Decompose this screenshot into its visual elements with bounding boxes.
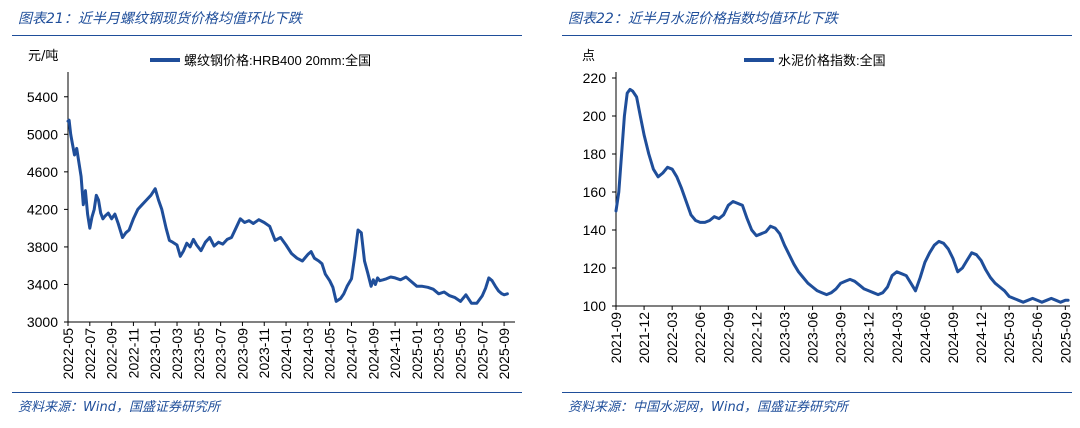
series-line [66,118,509,305]
x-tick-label: 2022-12 [748,312,764,364]
figure-title: 图表21：近半月螺纹钢现货价格均值环比下跌 [18,11,302,27]
y-tick-label: 5000 [27,126,58,142]
x-tick-label: 2024-07 [343,328,359,380]
x-tick-label: 2025-06 [1029,312,1045,364]
x-tick-label: 2023-09 [234,328,250,380]
x-tick-label: 2025-03 [1001,312,1017,364]
title-divider [562,35,1072,36]
y-tick-label: 3800 [27,239,58,255]
x-tick-label: 2024-01 [278,328,294,380]
x-tick-label: 2024-09 [945,312,961,364]
figure-title: 图表22：近半月水泥价格指数均值环比下跌 [568,11,838,27]
source-divider [12,392,522,393]
x-tick-label: 2025-03 [431,328,447,380]
x-tick-label: 2024-11 [387,328,403,379]
y-unit-label: 元/吨 [28,49,59,64]
x-tick-label: 2023-12 [861,312,877,364]
cement-index-panel: 图表22：近半月水泥价格指数均值环比下跌 点 水泥价格指数:全国 100 120 14… [550,0,1080,428]
x-tick-label: 2024-03 [889,312,905,364]
source-note: 资料来源：中国水泥网，Wind，国盛证券研究所 [568,400,848,415]
y-tick-label: 4200 [27,201,58,217]
y-tick-label: 3000 [27,314,58,330]
x-tick-label: 2025-07 [474,328,490,380]
x-tick-label: 2022-11 [125,328,141,379]
y-tick-label: 3400 [27,276,58,292]
x-tick-label: 2025-09 [496,328,512,380]
x-tick-label: 2022-03 [664,312,680,364]
source-divider [562,392,1072,393]
x-tick-label: 2022-09 [720,312,736,364]
steel-price-panel: 图表21：近半月螺纹钢现货价格均值环比下跌 元/吨 螺纹钢价格:HRB400 2… [0,0,530,428]
x-tick-label: 2023-03 [169,328,185,380]
series-line [614,87,1070,304]
y-tick-label: 160 [583,184,607,200]
x-tick-label: 2022-09 [104,328,120,380]
x-tick-label: 2022-06 [692,312,708,364]
legend: 水泥价格指数:全国 [744,53,886,68]
x-tick-label: 2023-03 [776,312,792,364]
y-tick-label: 140 [583,222,607,238]
x-tick-label: 2024-05 [322,328,338,380]
legend-label: 螺纹钢价格:HRB400 20mm:全国 [184,53,371,68]
x-tick-label: 2025-01 [409,328,425,380]
y-tick-label: 4600 [27,164,58,180]
y-tick-label: 200 [583,108,607,124]
x-tick-label: 2023-01 [147,328,163,380]
x-tick-label: 2021-12 [636,312,652,364]
legend-label: 水泥价格指数:全国 [778,53,886,68]
x-tick-label: 2023-05 [191,328,207,380]
x-tick-label: 2024-09 [365,328,381,380]
y-tick-label: 220 [583,70,607,86]
x-tick-label: 2024-03 [300,328,316,380]
y-tick-label: 120 [583,260,607,276]
y-tick-label: 180 [583,146,607,162]
cement-index-chart: 水泥价格指数:全国 100 120 140 160 180 200 220 2021-09 202… [583,53,1074,364]
x-tick-label: 2025-05 [452,328,468,380]
steel-price-chart: 螺纹钢价格:HRB400 20mm:全国 3000 3400 3800 4200 4600… [27,53,515,380]
x-tick-label: 2023-06 [805,312,821,364]
x-tick-label: 2022-07 [82,328,98,380]
x-tick-label: 2023-07 [213,328,229,380]
x-tick-label: 2022-05 [60,328,76,380]
title-divider [12,35,522,36]
x-tick-label: 2024-06 [917,312,933,364]
y-unit-label: 点 [582,49,596,64]
x-tick-label: 2024-12 [973,312,989,364]
source-note: 资料来源：Wind，国盛证券研究所 [18,400,220,415]
x-tick-label: 2021-09 [608,312,624,364]
legend: 螺纹钢价格:HRB400 20mm:全国 [150,53,371,68]
y-tick-label: 100 [583,298,607,314]
x-tick-label: 2023-09 [833,312,849,364]
x-tick-label: 2023-11 [256,328,272,379]
x-tick-label: 2025-09 [1057,312,1073,364]
y-tick-label: 5400 [27,89,58,105]
